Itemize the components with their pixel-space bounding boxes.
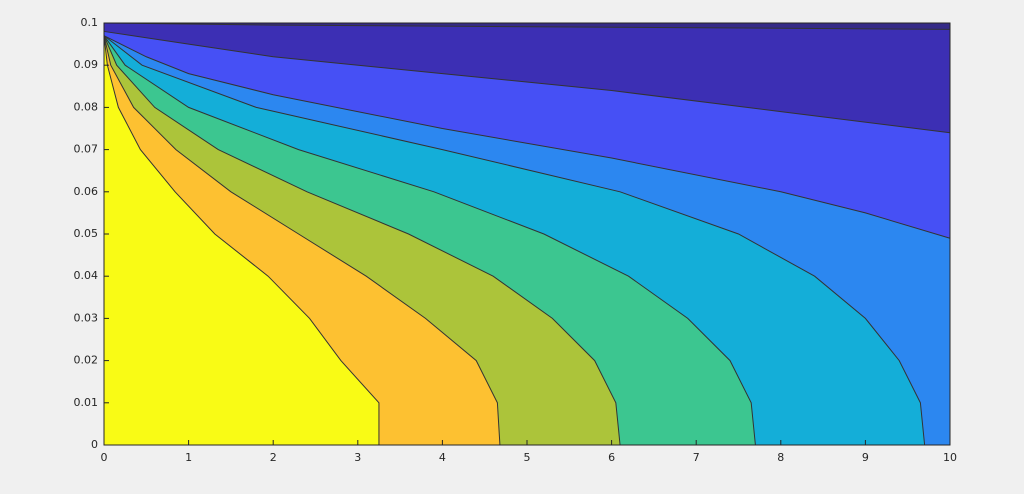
y-tick-label: 0.07 bbox=[74, 143, 99, 156]
y-tick-label: 0.08 bbox=[74, 100, 99, 113]
x-tick-label: 1 bbox=[185, 451, 192, 464]
contour-line bbox=[103, 35, 951, 239]
contour-band bbox=[104, 35, 950, 445]
x-tick-label: 5 bbox=[524, 451, 531, 464]
y-tick-label: 0.1 bbox=[81, 16, 99, 29]
contour-line bbox=[103, 35, 621, 446]
y-tick-label: 0.03 bbox=[74, 311, 99, 324]
x-tick-label: 0 bbox=[101, 451, 108, 464]
y-tick-label: 0.02 bbox=[74, 354, 99, 367]
y-tick-label: 0.09 bbox=[74, 58, 99, 71]
contour-line bbox=[103, 22, 951, 30]
x-tick-label: 2 bbox=[270, 451, 277, 464]
x-tick-label: 6 bbox=[608, 451, 615, 464]
y-tick-label: 0 bbox=[91, 438, 98, 451]
contour-line bbox=[103, 35, 756, 446]
x-tick-label: 4 bbox=[439, 451, 446, 464]
contour-line bbox=[103, 30, 951, 134]
x-tick-label: 7 bbox=[693, 451, 700, 464]
x-tick-label: 3 bbox=[354, 451, 361, 464]
x-tick-label: 10 bbox=[943, 451, 957, 464]
contour-line bbox=[103, 35, 380, 445]
contour-line bbox=[103, 35, 501, 446]
y-tick-label: 0.01 bbox=[74, 396, 99, 409]
y-tick-label: 0.05 bbox=[74, 227, 99, 240]
y-tick-label: 0.04 bbox=[74, 269, 99, 282]
contour-line bbox=[103, 35, 926, 446]
x-tick-label: 8 bbox=[777, 451, 784, 464]
y-tick-label: 0.06 bbox=[74, 185, 99, 198]
x-tick-label: 9 bbox=[862, 451, 869, 464]
